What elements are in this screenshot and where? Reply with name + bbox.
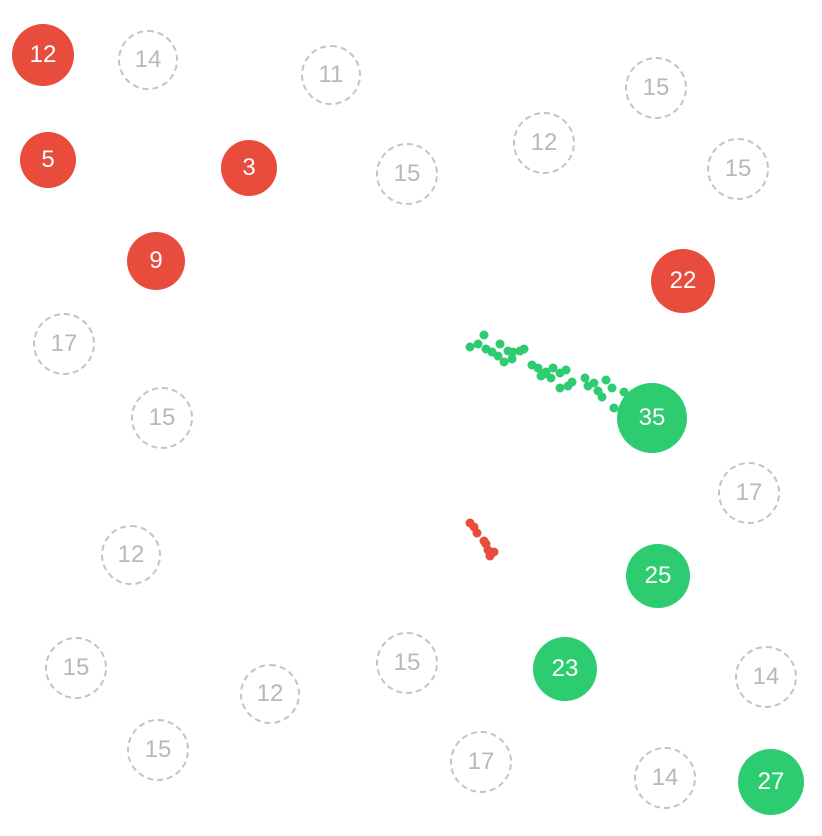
green-unit-dot — [601, 375, 611, 385]
green-unit-dot — [548, 363, 558, 373]
neutral-cell-15[interactable]: 15 — [45, 637, 107, 699]
green-unit-dot — [493, 351, 503, 361]
green-cell-25[interactable]: 25 — [626, 544, 690, 608]
neutral-cell-15[interactable]: 15 — [376, 632, 438, 694]
neutral-cell-15[interactable]: 15 — [127, 719, 189, 781]
green-unit-dot — [580, 373, 590, 383]
green-unit-dot — [479, 330, 489, 340]
neutral-cell-15[interactable]: 15 — [707, 138, 769, 200]
neutral-cell-14[interactable]: 14 — [634, 747, 696, 809]
red-cell-12[interactable]: 12 — [12, 24, 74, 86]
neutral-cell-12[interactable]: 12 — [240, 664, 300, 724]
red-cell-22[interactable]: 22 — [651, 249, 715, 313]
green-unit-dot — [546, 373, 556, 383]
red-cell-9[interactable]: 9 — [127, 232, 185, 290]
neutral-cell-15[interactable]: 15 — [625, 57, 687, 119]
neutral-cell-15[interactable]: 15 — [131, 387, 193, 449]
green-unit-dot — [561, 365, 571, 375]
red-cell-3[interactable]: 3 — [221, 140, 277, 196]
green-unit-dot — [539, 369, 549, 379]
neutral-cell-17[interactable]: 17 — [718, 462, 780, 524]
green-unit-dot — [508, 347, 518, 357]
green-unit-dot — [507, 354, 517, 364]
green-unit-dot — [607, 383, 617, 393]
green-unit-dot — [567, 377, 577, 387]
green-unit-dot — [589, 378, 599, 388]
neutral-cell-15[interactable]: 15 — [376, 143, 438, 205]
red-unit-dot — [479, 536, 489, 546]
green-unit-dot — [499, 357, 509, 367]
green-cell-23[interactable]: 23 — [533, 637, 597, 701]
neutral-cell-11[interactable]: 11 — [301, 45, 361, 105]
green-unit-dot — [465, 342, 475, 352]
green-cell-35[interactable]: 35 — [617, 383, 687, 453]
green-unit-dot — [533, 363, 543, 373]
red-unit-dot — [485, 551, 495, 561]
red-unit-dot — [472, 528, 482, 538]
green-unit-dot — [597, 392, 607, 402]
neutral-cell-17[interactable]: 17 — [450, 731, 512, 793]
green-unit-dot — [555, 383, 565, 393]
red-cell-5[interactable]: 5 — [20, 132, 76, 188]
green-unit-dot — [519, 344, 529, 354]
neutral-cell-14[interactable]: 14 — [735, 646, 797, 708]
green-unit-dot — [609, 403, 619, 413]
green-cell-27[interactable]: 27 — [738, 749, 804, 815]
neutral-cell-17[interactable]: 17 — [33, 313, 95, 375]
neutral-cell-12[interactable]: 12 — [101, 525, 161, 585]
green-unit-dot — [495, 339, 505, 349]
green-unit-dot — [473, 339, 483, 349]
neutral-cell-12[interactable]: 12 — [513, 112, 575, 174]
neutral-cell-14[interactable]: 14 — [118, 30, 178, 90]
